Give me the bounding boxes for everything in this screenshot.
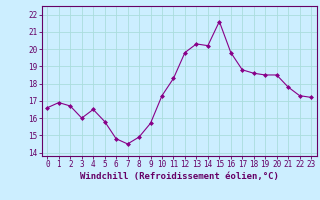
X-axis label: Windchill (Refroidissement éolien,°C): Windchill (Refroidissement éolien,°C) [80,172,279,181]
